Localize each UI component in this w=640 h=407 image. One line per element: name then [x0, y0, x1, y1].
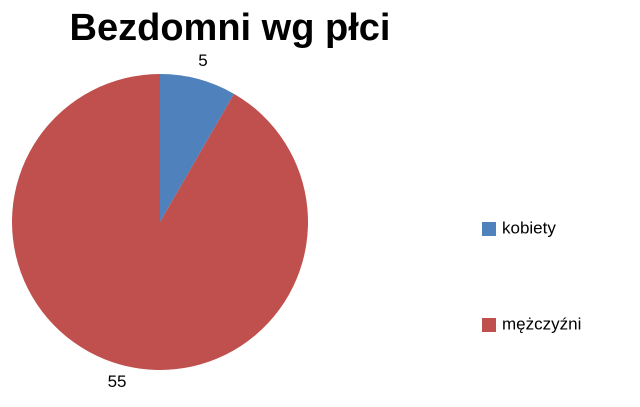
pie-slice [160, 74, 234, 222]
legend-swatch [482, 222, 496, 236]
legend-swatch [482, 318, 496, 332]
chart-title: Bezdomni wg płci [70, 7, 391, 49]
pie-slice [12, 74, 309, 371]
data-label: 5 [198, 51, 207, 70]
data-label: 55 [108, 372, 127, 391]
legend-label: kobiety [502, 218, 556, 237]
legend-label: mężczyźni [502, 314, 581, 333]
